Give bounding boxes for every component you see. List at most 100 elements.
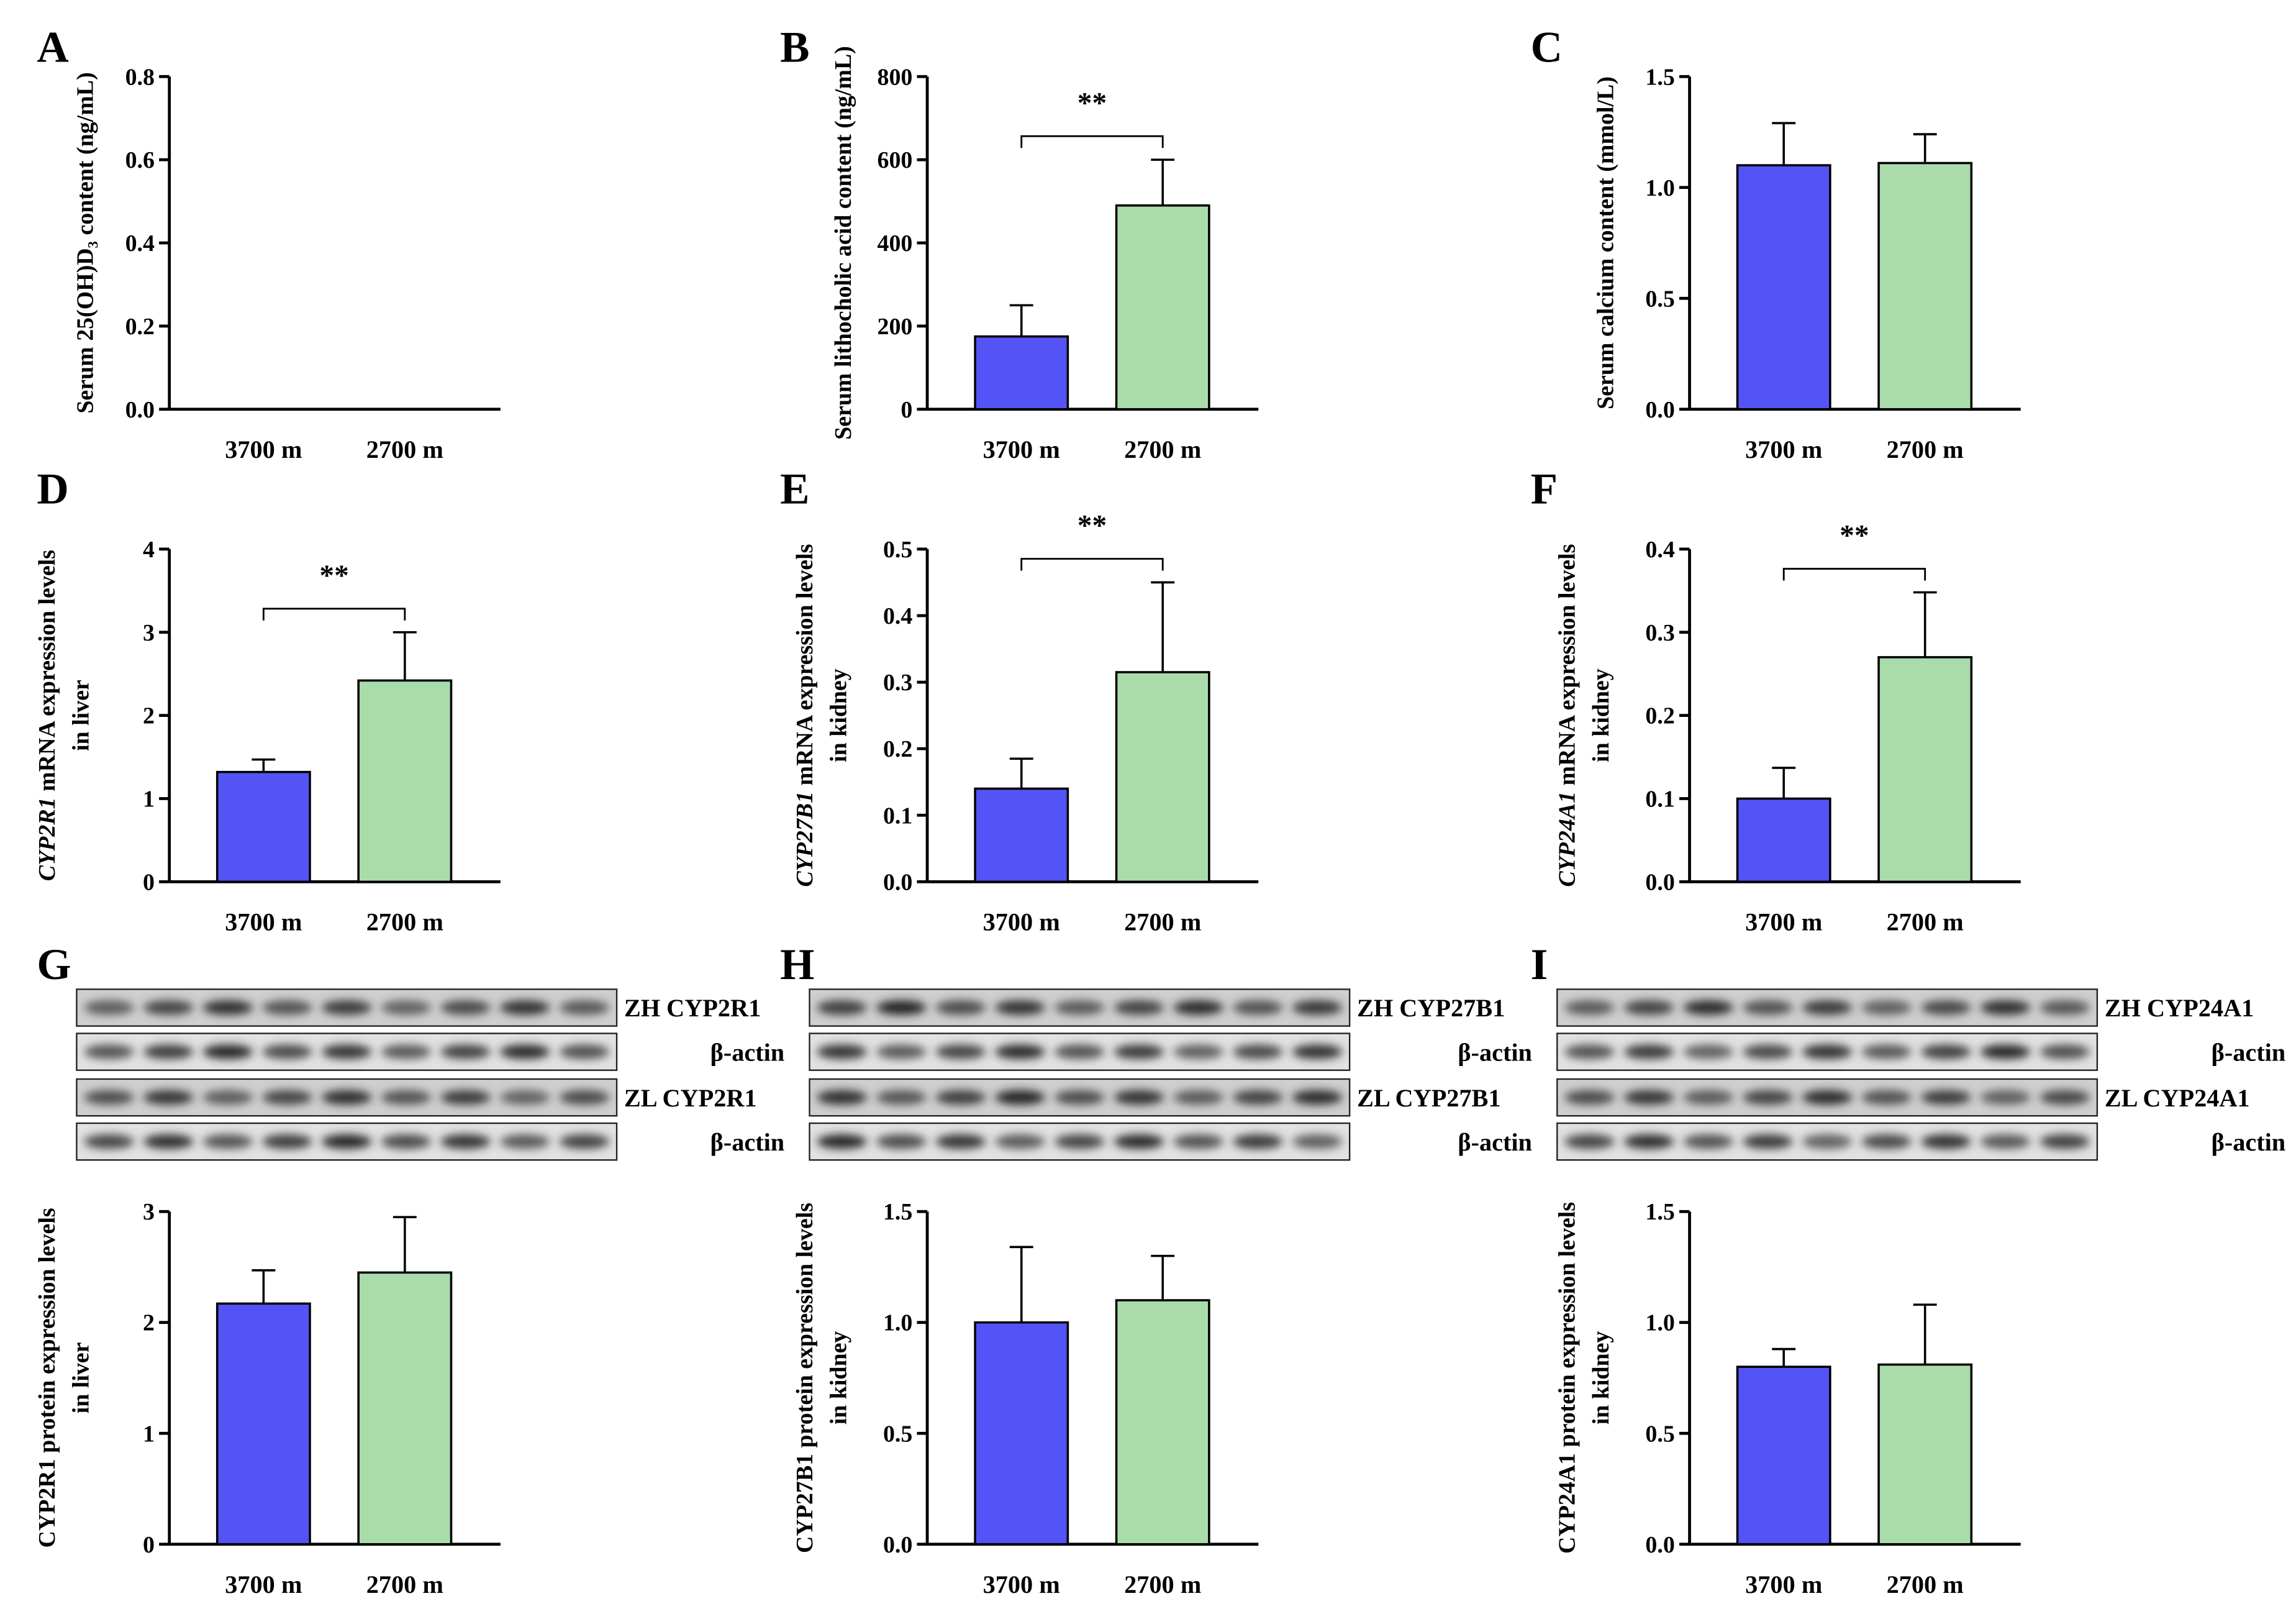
blot-band	[1980, 1134, 2031, 1149]
significance-label: **	[1078, 87, 1107, 119]
y-axis-label-part: CYP2R1 protein expression levels	[34, 1208, 60, 1547]
blot-band	[381, 1134, 432, 1149]
y-axis-label: CYP2R1 mRNA expression levels	[34, 550, 60, 881]
blot-band	[1743, 1000, 1793, 1015]
blot-band	[84, 1090, 134, 1105]
significance-label: **	[1840, 520, 1869, 552]
bar	[974, 335, 1069, 411]
blot-band	[1292, 1134, 1343, 1149]
y-tick-label: 0.3	[883, 670, 912, 696]
blot-label: ZH CYP27B1	[1357, 994, 1505, 1022]
blot-band	[1980, 1090, 2031, 1105]
y-axis-label: CYP27B1 protein expression levels	[792, 1203, 818, 1553]
y-axis-label-part: in liver	[68, 1342, 94, 1413]
y-tick-label: 600	[878, 147, 913, 173]
bar	[1877, 656, 1973, 883]
blot-band	[1921, 1000, 1971, 1015]
y-tick-label: 2	[143, 703, 155, 729]
blot-label: ZL CYP24A1	[2105, 1084, 2250, 1112]
blot-band	[202, 1000, 253, 1015]
blot-band	[1743, 1044, 1793, 1059]
blot-label: β-actin	[1458, 1038, 1532, 1066]
blot-label: β-actin	[2212, 1128, 2286, 1156]
panel-letter: I	[1531, 941, 1548, 989]
significance-label: **	[1078, 510, 1107, 542]
x-tick-label: 2700 m	[1124, 908, 1201, 936]
blot-band	[935, 1134, 986, 1149]
blot-label: β-actin	[710, 1128, 785, 1156]
blot-band	[2040, 1090, 2090, 1105]
blot-band	[440, 1000, 491, 1015]
y-axis-label-part: in kidney	[1588, 668, 1614, 762]
y-axis-label-part: in kidney	[1588, 1331, 1614, 1425]
blot-band	[1055, 1000, 1105, 1015]
y-tick-label: 200	[878, 314, 913, 340]
blot-band	[817, 1000, 867, 1015]
bar	[357, 1271, 453, 1546]
blot-band	[1292, 1090, 1343, 1105]
blot-band	[1055, 1044, 1105, 1059]
y-tick-label: 1.0	[1645, 1310, 1674, 1336]
panel-letter: C	[1531, 24, 1563, 72]
y-axis-label: Serum calcium content (mmol/L)	[1592, 76, 1618, 409]
x-tick-label: 3700 m	[983, 435, 1060, 463]
y-tick-label: 0.3	[1645, 620, 1674, 646]
y-axis-label-part: Serum lithocholic acid content (ng/mL)	[830, 46, 856, 440]
blot-band	[1921, 1044, 1971, 1059]
blot-band	[1743, 1134, 1793, 1149]
y-axis-label: in liver	[68, 680, 94, 751]
blot-band	[499, 1044, 550, 1059]
blot-band	[1861, 1090, 1912, 1105]
significance-bracket	[262, 608, 406, 621]
blot-band	[262, 1134, 312, 1149]
y-tick-label: 0.6	[125, 147, 155, 173]
bar	[216, 1302, 311, 1546]
bar	[1736, 164, 1831, 411]
x-tick-label: 3700 m	[1745, 435, 1822, 463]
y-tick-label: 1.5	[883, 1199, 912, 1225]
blot-label: β-actin	[710, 1038, 785, 1066]
blot-band	[84, 1134, 134, 1149]
bar	[1115, 1299, 1210, 1546]
blot-band	[1743, 1090, 1793, 1105]
y-tick-label: 0	[143, 1532, 155, 1558]
blot-band	[1861, 1000, 1912, 1015]
panel: F CYP24A1 mRNA expression levels in kidney…	[1531, 465, 2021, 936]
blot-label: β-actin	[2212, 1038, 2286, 1066]
blot-band	[440, 1044, 491, 1059]
blot-band	[1861, 1044, 1912, 1059]
y-tick-label: 0.0	[1645, 397, 1674, 423]
y-axis-label-part: CYP24A1 protein expression levels	[1554, 1202, 1581, 1554]
blot-band	[1114, 1134, 1164, 1149]
blot-band	[876, 1044, 927, 1059]
panel: I CYP24A1 protein expression levels in kid…	[1531, 941, 2286, 1598]
y-axis-label: in kidney	[826, 1331, 852, 1425]
y-axis-label: in kidney	[1588, 668, 1614, 762]
bar	[1115, 204, 1210, 411]
blot-label: ZH CYP2R1	[624, 994, 761, 1022]
significance-bracket	[1020, 135, 1164, 148]
y-tick-label: 0.2	[1645, 703, 1674, 729]
significance-bracket	[1782, 568, 1926, 581]
blot-band	[381, 1000, 432, 1015]
y-tick-label: 0.1	[1645, 786, 1674, 813]
y-axis-label-part: mRNA expression levels	[792, 544, 818, 791]
y-tick-label: 1.0	[1645, 175, 1674, 201]
blot-band	[1564, 1090, 1615, 1105]
y-tick-label: 0.8	[125, 64, 155, 90]
y-tick-label: 0.0	[883, 1532, 912, 1558]
blot-label: ZL CYP27B1	[1357, 1084, 1501, 1112]
blot-band	[876, 1000, 927, 1015]
blot-band	[2040, 1134, 2090, 1149]
bar	[974, 1321, 1069, 1546]
blot-band	[935, 1090, 986, 1105]
significance-label: **	[319, 560, 348, 592]
y-tick-label: 0.1	[883, 803, 912, 829]
panel: G CYP2R1 protein expression levels in live…	[34, 941, 784, 1598]
blot-band	[1173, 1090, 1223, 1105]
x-tick-label: 3700 m	[983, 908, 1060, 936]
blot-band	[1623, 1044, 1674, 1059]
bar	[357, 679, 453, 883]
bar	[1736, 797, 1831, 883]
